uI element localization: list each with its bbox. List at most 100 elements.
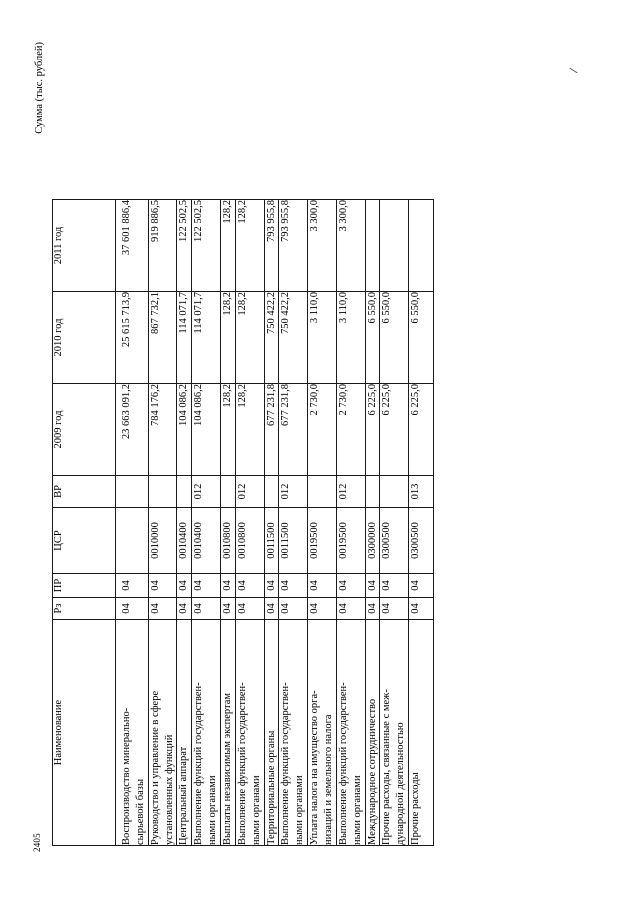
cell-vr: 012 xyxy=(235,475,265,508)
cell-rz: 04 xyxy=(278,597,308,620)
cell-pr: 04 xyxy=(264,573,279,598)
cell-y2011 xyxy=(408,199,434,292)
cell-pr: 04 xyxy=(176,573,192,598)
cell-y2009: 23 663 091,2 xyxy=(115,383,149,476)
cell-vr xyxy=(379,475,409,508)
cell-csr: 0010400 xyxy=(191,507,221,574)
cell-vr: 012 xyxy=(336,475,366,508)
cell-pr: 04 xyxy=(408,573,434,598)
cell-y2009: 2 730,0 xyxy=(336,383,366,476)
cell-vr xyxy=(220,475,236,508)
cell-vr xyxy=(115,475,149,508)
cell-name: Центральный аппарат xyxy=(176,619,192,846)
table-row: Выполнение функций государствен- ными ор… xyxy=(191,199,221,846)
column-header-2011: 2011 год xyxy=(52,199,116,292)
cell-y2011: 122 502,5 xyxy=(191,199,221,292)
cell-pr: 04 xyxy=(191,573,221,598)
cell-name: Выполнение функций государствен- ными ор… xyxy=(235,619,265,846)
cell-y2011: 122 502,5 xyxy=(176,199,192,292)
cell-y2010: 114 071,7 xyxy=(191,291,221,384)
cell-pr: 04 xyxy=(148,573,177,598)
cell-y2009: 128,2 xyxy=(220,383,236,476)
table-row: Выполнение функций государствен- ными ор… xyxy=(336,199,366,846)
cell-y2010: 6 550,0 xyxy=(365,291,380,384)
table-row: Территориальные органы 04 04 0011500 677 231… xyxy=(264,199,279,846)
cell-rz: 04 xyxy=(379,597,409,620)
cell-rz: 04 xyxy=(191,597,221,620)
header-row: Наименование Рз ПР ЦСР ВР 2009 год 2010 … xyxy=(52,199,116,846)
cell-csr: 0010800 xyxy=(220,507,236,574)
table-row: Международное сотрудничество 04 04 0300000 6… xyxy=(365,199,380,846)
cell-rz: 04 xyxy=(365,597,380,620)
column-header-name: Наименование xyxy=(52,619,116,846)
cell-vr xyxy=(365,475,380,508)
cell-csr: 0011500 xyxy=(278,507,308,574)
cell-rz: 04 xyxy=(235,597,265,620)
cell-y2009: 6 225,0 xyxy=(408,383,434,476)
cell-y2011: 3 300,0 xyxy=(336,199,366,292)
cell-csr: 0019500 xyxy=(336,507,366,574)
cell-csr: 0019500 xyxy=(307,507,337,574)
column-header-csr: ЦСР xyxy=(52,507,116,574)
cell-vr xyxy=(148,475,177,508)
cell-rz: 04 xyxy=(148,597,177,620)
cell-y2009: 784 176,2 xyxy=(148,383,177,476)
cell-rz: 04 xyxy=(115,597,149,620)
cell-rz: 04 xyxy=(220,597,236,620)
cell-y2009: 104 086,2 xyxy=(191,383,221,476)
column-header-2009: 2009 год xyxy=(52,383,116,476)
cell-y2011 xyxy=(379,199,409,292)
cell-pr: 04 xyxy=(365,573,380,598)
cell-pr: 04 xyxy=(307,573,337,598)
page-number: 2405 xyxy=(32,833,42,852)
table-row: Воспроизводство минерально- сырьевой баз… xyxy=(115,199,149,846)
cell-y2011: 3 300,0 xyxy=(307,199,337,292)
cell-vr: 012 xyxy=(278,475,308,508)
cell-vr xyxy=(264,475,279,508)
cell-y2009: 6 225,0 xyxy=(379,383,409,476)
cell-name: Прочие расходы xyxy=(408,619,434,846)
cell-pr: 04 xyxy=(278,573,308,598)
cell-name: Выплаты независимым экспертам xyxy=(220,619,236,846)
cell-name: Выполнение функций государствен- ными ор… xyxy=(191,619,221,846)
cell-name: Воспроизводство минерально- сырьевой баз… xyxy=(115,619,149,846)
cell-y2010: 3 110,0 xyxy=(336,291,366,384)
cell-y2011: 128,2 xyxy=(220,199,236,292)
sum-caption: Сумма (тыс. рублей) xyxy=(34,42,45,134)
cell-y2011: 37 601 886,4 xyxy=(115,199,149,292)
cell-y2010: 6 550,0 xyxy=(408,291,434,384)
table-row: Выполнение функций государствен- ными ор… xyxy=(278,199,308,846)
table-row: Прочие расходы, связанные с меж- дународ… xyxy=(379,199,409,846)
cell-y2009: 128,2 xyxy=(235,383,265,476)
cell-y2010: 128,2 xyxy=(220,291,236,384)
cell-y2010: 750 422,2 xyxy=(264,291,279,384)
cell-y2010: 6 550,0 xyxy=(379,291,409,384)
stray-pen-mark xyxy=(569,67,578,74)
cell-name: Территориальные органы xyxy=(264,619,279,846)
cell-y2010: 750 422,2 xyxy=(278,291,308,384)
cell-csr: 0300000 xyxy=(365,507,380,574)
cell-y2011: 793 955,8 xyxy=(278,199,308,292)
cell-pr: 04 xyxy=(235,573,265,598)
cell-rz: 04 xyxy=(264,597,279,620)
table-body: Воспроизводство минерально- сырьевой баз… xyxy=(115,199,434,846)
cell-y2009: 6 225,0 xyxy=(365,383,380,476)
cell-y2009: 2 730,0 xyxy=(307,383,337,476)
cell-name: Международное сотрудничество xyxy=(365,619,380,846)
cell-pr: 04 xyxy=(220,573,236,598)
budget-table: Наименование Рз ПР ЦСР ВР 2009 год 2010 … xyxy=(52,199,434,846)
cell-csr: 0010400 xyxy=(176,507,192,574)
cell-csr xyxy=(115,507,149,574)
table-row: Выполнение функций государствен- ными ор… xyxy=(235,199,265,846)
cell-rz: 04 xyxy=(408,597,434,620)
cell-y2009: 677 231,8 xyxy=(264,383,279,476)
cell-vr xyxy=(307,475,337,508)
cell-vr xyxy=(176,475,192,508)
cell-name: Прочие расходы, связанные с меж- дународ… xyxy=(379,619,409,846)
cell-csr: 0010800 xyxy=(235,507,265,574)
cell-pr: 04 xyxy=(115,573,149,598)
cell-name: Выполнение функций государствен- ными ор… xyxy=(278,619,308,846)
cell-y2009: 677 231,8 xyxy=(278,383,308,476)
cell-rz: 04 xyxy=(307,597,337,620)
cell-rz: 04 xyxy=(336,597,366,620)
